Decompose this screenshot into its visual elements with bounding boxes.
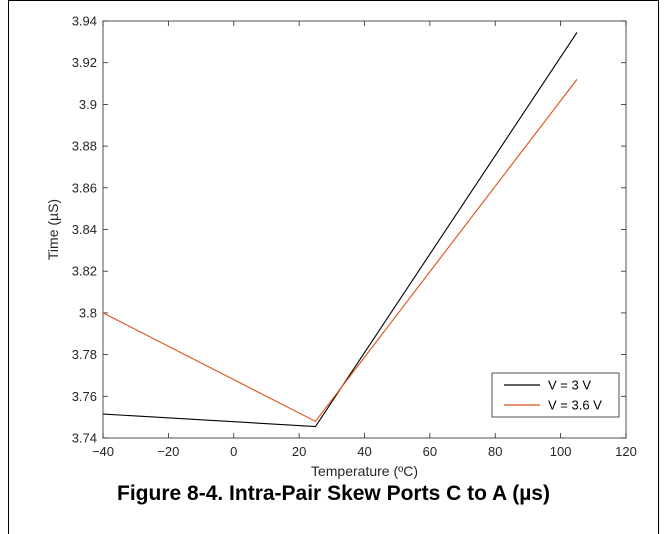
y-tick-label: 3.8 — [79, 305, 97, 320]
legend-entry-label: V = 3 V — [548, 378, 591, 393]
y-tick-label: 3.92 — [72, 55, 97, 70]
series-line-2 — [102, 79, 578, 423]
x-tick-label: −20 — [157, 444, 179, 459]
x-tick-label: 80 — [488, 444, 502, 459]
legend-entry-label: V = 3.6 V — [548, 398, 602, 413]
series-line-1 — [102, 32, 578, 428]
x-tick-label: 60 — [423, 444, 437, 459]
figure-caption: Figure 8-4. Intra-Pair Skew Ports C to A… — [117, 482, 550, 505]
y-axis-ticks: 3.74 3.76 3.78 3.8 3.82 3.84 3.86 3.88 3.9 3.92 3.… — [72, 14, 626, 446]
y-tick-label: 3.84 — [72, 222, 97, 237]
x-axis-ticks: −40 −20 0 20 40 60 80 100 120 — [92, 21, 637, 459]
x-tick-label: 20 — [292, 444, 306, 459]
x-tick-label: 100 — [550, 444, 572, 459]
x-tick-label: −40 — [92, 444, 114, 459]
legend-box — [491, 372, 620, 418]
y-tick-label: 3.82 — [72, 264, 97, 279]
y-tick-label: 3.86 — [72, 180, 97, 195]
x-tick-label: 40 — [357, 444, 371, 459]
series-lines — [102, 32, 578, 428]
y-tick-label: 3.9 — [79, 97, 97, 112]
y-tick-label: 3.94 — [72, 14, 97, 29]
legend: V = 3 V V = 3.6 V — [491, 372, 620, 418]
x-tick-label: 120 — [615, 444, 637, 459]
y-axis-label: Time (µS) — [45, 199, 61, 260]
line-chart: −40 −20 0 20 40 60 80 100 120 3.74 3.76 3.78 3.8 3.8… — [45, 14, 637, 480]
y-tick-label: 3.74 — [72, 431, 97, 446]
x-tick-label: 0 — [230, 444, 237, 459]
y-tick-label: 3.88 — [72, 139, 97, 154]
x-axis-label: Temperature (ºC) — [311, 463, 418, 479]
figure-frame — [8, 0, 659, 534]
y-tick-label: 3.76 — [72, 389, 97, 404]
y-tick-label: 3.78 — [72, 347, 97, 362]
